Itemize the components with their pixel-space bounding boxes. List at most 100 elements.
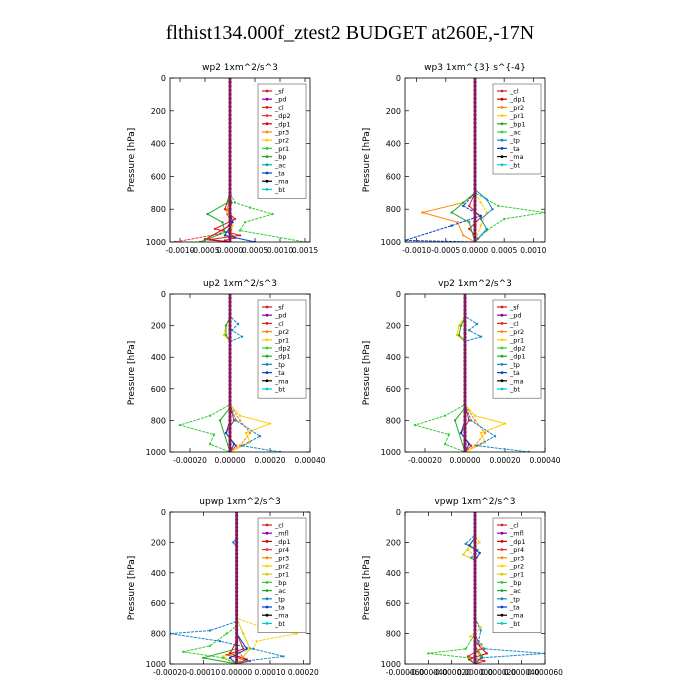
legend: _sf_pd_cl_pr2_pr1_dp2_dp1_tp_ta_ma_bt: [257, 299, 307, 399]
zero-profile-marker: [463, 418, 467, 422]
series-point: [245, 659, 248, 663]
zero-profile-marker: [473, 137, 477, 142]
zero-profile-marker: [228, 207, 232, 211]
legend-label: _ta: [274, 369, 285, 377]
zero-profile-marker: [228, 96, 232, 101]
zero-profile-marker: [235, 597, 239, 602]
series-point: [413, 423, 417, 427]
zero-profile-marker: [228, 232, 232, 236]
zero-profile-marker: [235, 514, 239, 518]
x-tick-label: 0.0000: [217, 246, 243, 255]
zero-profile-marker: [228, 101, 232, 105]
series-group: [173, 78, 307, 242]
series-point: [244, 431, 248, 435]
x-tick-label: -0.0005: [191, 246, 220, 255]
zero-profile-marker: [228, 199, 232, 203]
zero-profile-marker: [473, 521, 477, 526]
x-tick-label: -0.0010: [166, 246, 195, 255]
zero-profile-marker: [473, 525, 477, 529]
x-tick-label: 0.000020: [480, 668, 516, 677]
zero-profile-marker: [228, 327, 232, 332]
series-point: [208, 629, 212, 632]
zero-profile-marker: [473, 80, 477, 84]
series-point: [245, 647, 248, 650]
zero-profile-marker: [473, 514, 477, 518]
zero-profile-marker: [228, 383, 232, 387]
legend-swatch-marker: [265, 531, 269, 535]
legend-label: _tp: [274, 595, 285, 603]
zero-profile-marker: [228, 215, 232, 219]
series-point: [462, 204, 465, 208]
legend-swatch-marker: [500, 346, 504, 350]
zero-profile-marker: [463, 446, 467, 450]
y-tick-label: 600: [386, 172, 401, 181]
legend-label: _ma: [509, 153, 524, 161]
legend-swatch-marker: [500, 379, 504, 383]
legend-swatch-marker: [265, 548, 269, 551]
zero-profile-marker: [228, 371, 232, 375]
legend-swatch-marker: [500, 613, 504, 617]
legend-swatch-marker: [265, 354, 269, 358]
legend-label: _bt: [509, 386, 520, 394]
series-point: [234, 444, 238, 447]
zero-profile-marker: [228, 308, 232, 312]
zero-profile-marker: [473, 654, 477, 659]
x-tick-label: -0.00010: [186, 668, 220, 677]
x-tick-label: 0.000060: [527, 668, 563, 677]
series-point: [231, 221, 234, 224]
zero-profile-marker: [235, 544, 239, 548]
zero-profile-marker: [473, 133, 477, 137]
zero-profile-marker: [473, 624, 477, 628]
zero-profile-marker: [463, 359, 467, 363]
zero-profile-marker: [473, 178, 477, 183]
series-point: [252, 647, 255, 650]
y-axis-label: Pressure [hPa]: [362, 556, 372, 621]
legend-label: _pr2: [274, 328, 289, 336]
zero-profile-marker: [473, 207, 477, 211]
legend-label: _dp2: [274, 345, 291, 353]
zero-profile-marker: [473, 187, 477, 191]
zero-profile-marker: [235, 651, 239, 655]
zero-profile-marker: [228, 300, 232, 304]
legend-box: [492, 517, 542, 633]
y-tick-label: 400: [151, 140, 166, 149]
y-tick-label: 1000: [381, 448, 401, 457]
y-tick-label: 200: [151, 107, 166, 116]
zero-profile-marker: [235, 639, 239, 643]
series-point: [479, 335, 483, 338]
x-tick-label: 0.00020: [288, 668, 319, 677]
zero-profile-marker: [228, 375, 232, 379]
zero-profile-marker: [235, 613, 239, 617]
series-point: [485, 652, 488, 655]
zero-profile-marker: [228, 312, 232, 316]
x-tick-label: 0.00000: [214, 456, 245, 465]
zero-profile-marker: [228, 351, 232, 355]
legend-label: _pd: [274, 96, 287, 104]
zero-profile-marker: [473, 129, 477, 133]
zero-profile-marker: [228, 426, 232, 430]
series-line-tp: [474, 78, 494, 242]
series-point: [477, 640, 480, 643]
legend-label: _dp1: [509, 96, 526, 104]
y-tick-label: 800: [151, 416, 166, 425]
zero-profile-marker: [463, 335, 467, 340]
zero-profile-marker: [473, 628, 477, 632]
zero-profile-marker: [463, 296, 467, 300]
zero-profile-marker: [463, 383, 467, 387]
series-point: [473, 419, 477, 422]
zero-profile-marker: [473, 620, 477, 624]
legend-label: _sf: [509, 304, 520, 312]
zero-profile-marker: [228, 228, 232, 232]
legend-label: _ma: [509, 612, 524, 620]
series-point: [485, 227, 488, 231]
zero-profile-marker: [463, 375, 467, 379]
series-point: [208, 644, 212, 647]
legend-label: _mfl: [509, 530, 524, 538]
zero-profile-marker: [228, 343, 232, 347]
series-point: [478, 551, 481, 555]
zero-profile-marker: [235, 647, 239, 651]
zero-profile-marker: [473, 174, 477, 178]
legend-swatch-marker: [500, 330, 504, 333]
zero-profile-marker: [473, 586, 477, 590]
legend-label: _dp1: [274, 120, 291, 128]
